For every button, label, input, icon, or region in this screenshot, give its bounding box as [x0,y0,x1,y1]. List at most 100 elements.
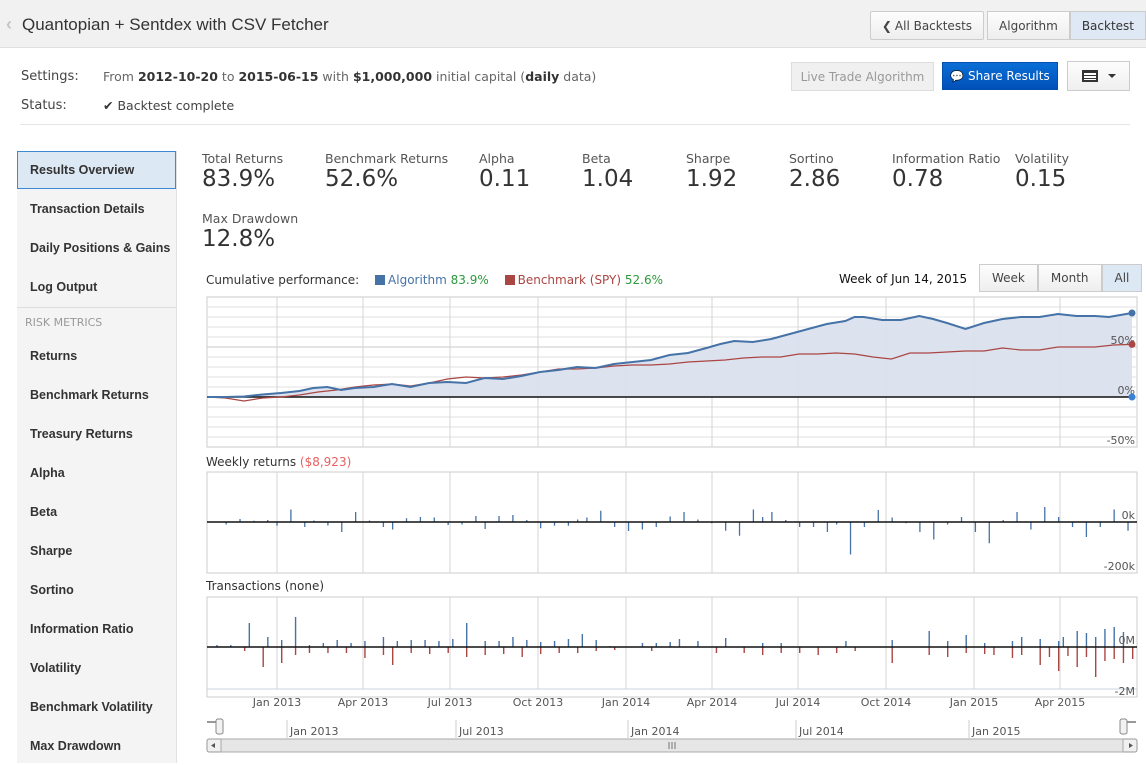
algorithm-legend-swatch [375,275,386,285]
weekly-return-bar [738,522,741,536]
buy-transaction-bar [1076,631,1078,647]
sidebar-item-returns[interactable]: Returns [30,348,78,363]
sell-transaction-bar [327,647,329,653]
metric-volatility: Volatility 0.15 [1015,151,1069,192]
range-week-button[interactable]: Week [979,264,1038,292]
metric-alpha: Alpha 0.11 [479,151,530,192]
sell-transaction-bar [614,647,616,650]
chat-bubbles-icon: 💬 [950,69,964,83]
weekly-return-bar [933,522,935,540]
sidebar-section-risk-metrics: RISK METRICS [25,315,103,329]
weekly-return-bar [586,517,588,522]
weekly-return-bar [267,520,269,522]
share-results-button[interactable]: 💬 Share Results [942,62,1058,90]
weekly-return-bar [877,510,879,522]
status-text: Backtest complete [117,97,235,113]
buy-transaction-bar [281,640,283,647]
sidebar-item-volatility[interactable]: Volatility [30,660,82,675]
sell-transaction-bar [345,647,348,653]
buy-transaction-bar [697,641,699,647]
weekly-return-bar [627,522,630,531]
weekly-return-bar [863,522,866,527]
buy-transaction-bar [540,642,542,647]
y-tick-label: 0k [1122,509,1136,522]
transactions-header: Transactions (none) [206,579,324,593]
sidebar-item-beta[interactable]: Beta [30,504,58,519]
weekly-return-bar [239,519,241,522]
legend-benchmark[interactable]: Benchmark (SPY) [517,273,622,287]
weekly-return-bar [919,522,921,532]
scroll-right-arrow-icon[interactable] [1129,743,1133,748]
x-tick-label: Oct 2013 [513,696,564,709]
weekly-return-bar [752,509,755,522]
x-tick-label: Jan 2013 [252,696,301,709]
range-month-button[interactable]: Month [1037,264,1102,292]
buy-transaction-bar [947,641,949,647]
sidebar-item-benchmark-returns[interactable]: Benchmark Returns [30,387,149,402]
buy-transaction-bar [1058,641,1060,647]
metric-value: 0.78 [892,166,944,192]
metric-value: 12.8% [202,226,276,252]
back-chevron-icon[interactable]: ‹ [6,14,12,34]
sidebar-item-max-drawdown[interactable]: Max Drawdown [30,738,121,753]
metric-value: 2.86 [789,166,841,192]
cumulative-label: Cumulative performance: [206,273,360,287]
navigator-right-handle[interactable] [1119,718,1128,735]
weekly-return-bar [327,522,329,526]
navigator-tick-label: Jan 2013 [289,725,338,738]
navigator-left-handle[interactable] [215,718,224,735]
metric-value: 83.9% [202,166,276,192]
weekly-return-bar [1113,509,1115,522]
header-nav: ❮ All Backtests Algorithm Backtest [869,11,1146,40]
navigator-tick-label: Jul 2013 [458,725,504,738]
navigator-tick-label: Jan 2015 [971,725,1020,738]
buy-transaction-bar [452,639,454,647]
benchmark-end-marker [1128,340,1136,348]
sidebar-item-log-output[interactable]: Log Output [30,279,98,294]
sidebar-item-treasury-returns[interactable]: Treasury Returns [30,426,133,441]
weekly-return-bar [891,517,893,522]
scroll-left-arrow-icon[interactable] [211,743,215,748]
x-tick-label: Oct 2014 [861,696,912,709]
sidebar-item-daily-positions[interactable]: Daily Positions & Gains [30,240,171,255]
weekly-return-bar [392,522,394,530]
options-menu-button[interactable] [1067,61,1130,91]
weekly-return-bar [799,522,801,527]
sidebar-item-sortino[interactable]: Sortino [30,582,74,597]
tab-algorithm[interactable]: Algorithm [987,11,1070,40]
legend-algorithm-value: 83.9% [450,273,489,287]
weekly-return-bar [762,517,764,522]
buy-transaction-bar [424,640,426,647]
legend-algorithm[interactable]: Algorithm [388,273,447,287]
weekly-return-bar [836,522,838,525]
metric-beta: Beta 1.04 [582,151,633,192]
weekly-return-bar [553,522,556,526]
chevron-left-icon: ❮ [881,18,892,33]
buy-transaction-bar [350,643,352,647]
weekly-return-bar [1058,517,1060,522]
sell-transaction-bar [993,647,995,655]
sidebar-item-transaction-details[interactable]: Transaction Details [30,201,145,216]
weekly-return-bar [697,519,699,522]
weekly-return-bar [498,516,500,522]
transactions-value: (none) [284,579,325,593]
sidebar-item-alpha[interactable]: Alpha [30,465,65,480]
live-trade-button[interactable]: Live Trade Algorithm [791,62,934,91]
frequency-suffix: data) [563,68,597,84]
sidebar-item-results-overview[interactable]: Results Overview [17,151,176,189]
sidebar-item-information-ratio[interactable]: Information Ratio [30,621,134,636]
benchmark-legend-swatch [504,275,515,285]
top-bar: ‹ Quantopian + Sentdex with CSV Fetcher … [0,0,1146,48]
buy-transaction-bar [382,637,385,647]
sidebar-item-sharpe[interactable]: Sharpe [30,543,73,558]
sidebar-item-benchmark-volatility[interactable]: Benchmark Volatility [30,699,153,714]
metric-total-returns: Total Returns 83.9% [202,151,283,192]
initial-capital: $1,000,000 [352,68,433,84]
all-backtests-button[interactable]: ❮ All Backtests [869,11,985,40]
range-all-button[interactable]: All [1101,264,1143,292]
weekly-return-bar [304,522,306,527]
buy-transaction-bar [512,637,514,647]
buy-transaction-bar [1085,633,1088,647]
buy-transaction-bar [336,640,338,647]
tab-backtest[interactable]: Backtest [1069,11,1146,40]
